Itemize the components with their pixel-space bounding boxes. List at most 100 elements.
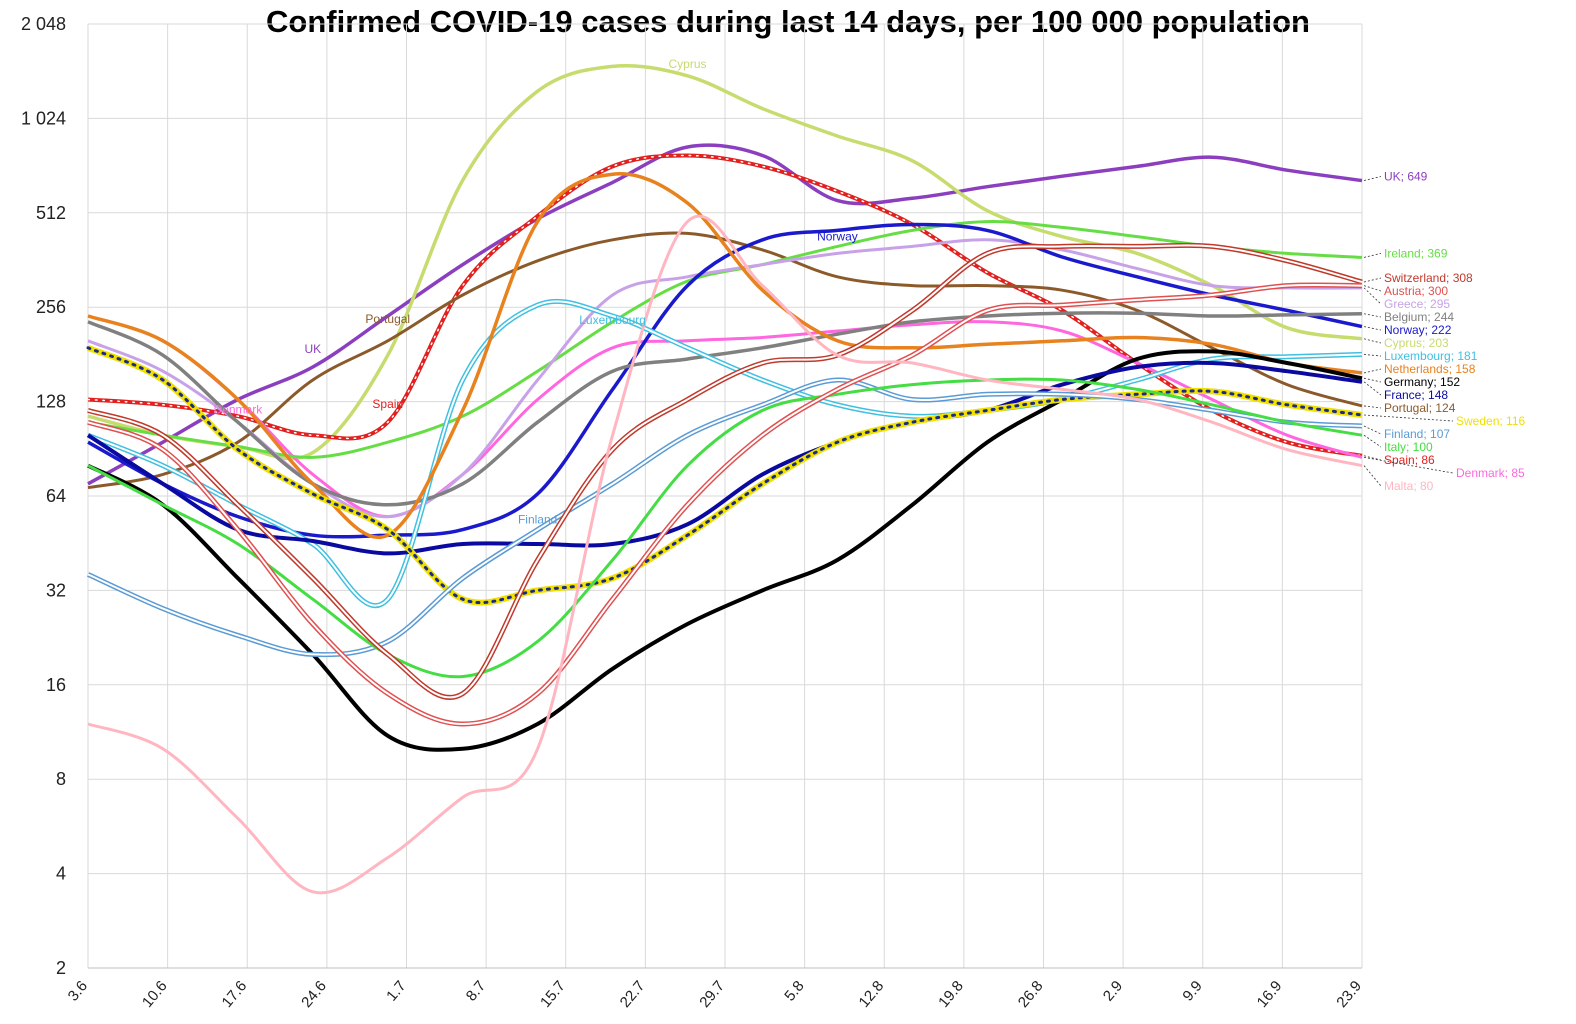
y-tick-label: 2 048 xyxy=(21,14,66,34)
series-line-germany xyxy=(87,349,1363,752)
series-line-inner-austria xyxy=(87,283,1363,726)
end-label-netherlands: Netherlands; 158 xyxy=(1384,362,1476,376)
y-tick-label: 16 xyxy=(46,675,66,695)
x-tick-label: 24.6 xyxy=(298,978,330,1011)
series-line-cyprus xyxy=(87,63,1363,461)
end-label-leader xyxy=(1363,414,1454,422)
end-label-leader xyxy=(1363,456,1454,474)
end-label-italy: Italy; 100 xyxy=(1384,440,1433,454)
inline-label-portugal: Portugal xyxy=(365,312,410,326)
x-tick-label: 17.6 xyxy=(219,978,251,1011)
x-tick-label: 1.7 xyxy=(383,978,409,1005)
end-label-sweden: Sweden; 116 xyxy=(1456,414,1525,428)
inline-label-uk: UK xyxy=(304,342,321,356)
y-tick-label: 512 xyxy=(36,203,66,223)
inline-label-spain: Spain xyxy=(372,397,403,411)
x-tick-label: 3.6 xyxy=(65,978,91,1005)
end-label-leader xyxy=(1363,465,1382,487)
x-tick-label: 9.9 xyxy=(1179,978,1205,1005)
series-line-norway xyxy=(87,222,1363,539)
x-tick-label: 23.9 xyxy=(1333,978,1365,1011)
series-switzerland xyxy=(87,242,1363,700)
end-label-finland: Finland; 107 xyxy=(1384,427,1450,441)
end-label-leader xyxy=(1363,176,1382,181)
y-tick-label: 32 xyxy=(46,580,66,600)
y-tick-label: 64 xyxy=(46,486,66,506)
end-label-leader xyxy=(1363,405,1382,409)
y-tick-label: 4 xyxy=(56,864,66,884)
series-layer xyxy=(86,63,1364,895)
end-label-leader xyxy=(1363,287,1382,305)
end-label-leader xyxy=(1363,326,1382,331)
x-tick-label: 22.7 xyxy=(617,978,649,1011)
series-cyprus xyxy=(87,63,1363,461)
end-label-leader xyxy=(1363,285,1382,292)
label-layer: UK; 649 Ireland; 369 Switzerland; 308Austr… xyxy=(214,57,1526,527)
series-netherlands xyxy=(87,171,1363,540)
series-uk xyxy=(87,143,1363,486)
series-malta xyxy=(87,214,1363,895)
end-label-belgium: Belgium; 244 xyxy=(1384,310,1454,324)
end-label-luxembourg: Luxembourg; 181 xyxy=(1384,349,1478,363)
end-label-norway: Norway; 222 xyxy=(1384,323,1452,337)
x-tick-label: 19.8 xyxy=(935,978,967,1011)
x-tick-label: 12.8 xyxy=(856,978,888,1011)
series-line-netherlands xyxy=(87,171,1363,540)
end-label-austria: Austria; 300 xyxy=(1384,284,1448,298)
x-tick-label: 5.8 xyxy=(781,978,807,1005)
end-label-leader xyxy=(1363,425,1382,435)
inline-label-denmark: Denmark xyxy=(214,402,264,416)
x-tick-label: 16.9 xyxy=(1254,978,1286,1011)
end-label-france: France; 148 xyxy=(1384,388,1448,402)
series-luxembourg xyxy=(87,298,1363,609)
y-tick-label: 256 xyxy=(36,297,66,317)
end-label-ireland: Ireland; 369 xyxy=(1384,246,1448,260)
end-label-leader xyxy=(1363,381,1382,396)
end-label-portugal: Portugal; 124 xyxy=(1384,401,1456,415)
end-label-leader xyxy=(1363,338,1382,344)
end-label-leader xyxy=(1363,253,1382,258)
end-label-cyprus: Cyprus; 203 xyxy=(1384,336,1449,350)
x-tick-label: 2.9 xyxy=(1100,978,1126,1005)
end-label-leader xyxy=(1363,277,1382,283)
series-dots-sweden xyxy=(86,346,1364,604)
series-norway xyxy=(87,222,1363,539)
end-label-denmark: Denmark; 85 xyxy=(1456,466,1525,480)
x-tick-label: 10.6 xyxy=(139,978,171,1011)
end-label-switzerland: Switzerland; 308 xyxy=(1384,271,1473,285)
end-label-leader xyxy=(1363,377,1382,383)
series-line-inner-luxembourg xyxy=(87,300,1363,607)
x-tick-label: 26.8 xyxy=(1015,978,1047,1011)
series-portugal xyxy=(87,231,1363,490)
end-label-leader xyxy=(1363,434,1382,448)
inline-label-finland: Finland xyxy=(518,513,557,527)
series-italy xyxy=(87,377,1363,679)
end-label-germany: Germany; 152 xyxy=(1384,375,1460,389)
series-line-portugal xyxy=(87,231,1363,490)
end-label-leader xyxy=(1363,354,1382,357)
series-line-inner-switzerland xyxy=(87,244,1363,699)
end-label-leader xyxy=(1363,313,1382,318)
series-line-france xyxy=(86,360,1363,556)
chart-title: Confirmed COVID-19 cases during last 14 … xyxy=(266,4,1310,39)
end-label-spain: Spain; 86 xyxy=(1384,453,1435,467)
series-sweden xyxy=(86,345,1364,606)
series-line-belgium xyxy=(87,311,1363,507)
series-france xyxy=(86,360,1363,556)
end-label-leader xyxy=(1363,368,1382,374)
y-tick-label: 2 xyxy=(56,958,66,978)
y-tick-label: 128 xyxy=(36,392,66,412)
y-tick-label: 1 024 xyxy=(21,108,66,128)
inline-label-luxembourg: Luxembourg xyxy=(579,313,646,327)
series-line-italy xyxy=(87,377,1363,679)
x-tick-label: 8.7 xyxy=(463,978,489,1005)
series-germany xyxy=(87,349,1363,752)
series-line-malta xyxy=(87,214,1363,895)
series-austria xyxy=(87,282,1363,727)
series-line-ireland xyxy=(87,220,1363,459)
series-line-uk xyxy=(87,143,1363,486)
y-tick-label: 8 xyxy=(56,769,66,789)
x-tick-label: 15.7 xyxy=(537,978,569,1011)
end-label-uk: UK; 649 xyxy=(1384,170,1428,184)
